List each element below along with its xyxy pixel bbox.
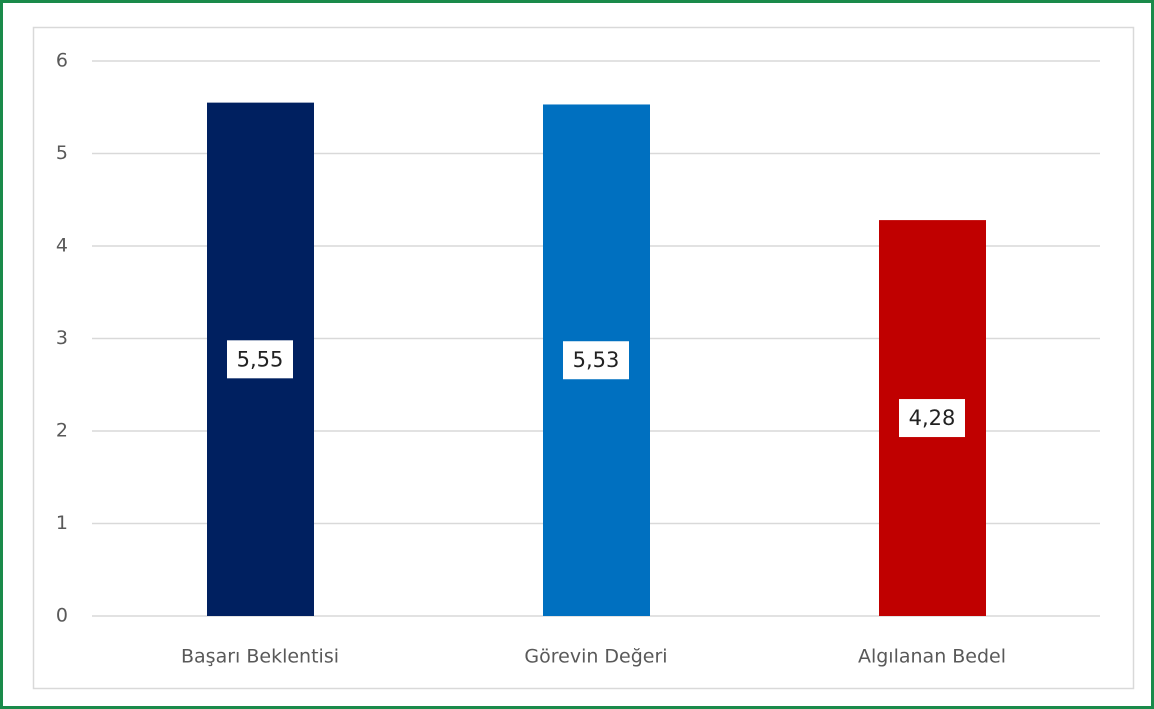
y-tick-label: 1 <box>56 512 68 534</box>
value-label-box <box>227 340 293 379</box>
y-tick-label: 2 <box>56 420 68 442</box>
value-label: 4,28 <box>909 406 956 430</box>
value-label: 5,53 <box>573 348 620 372</box>
x-tick-label: Görevin Değeri <box>524 646 667 668</box>
y-tick-label: 5 <box>56 142 68 164</box>
x-tick-label: Algılanan Bedel <box>858 646 1006 668</box>
value-label: 5,55 <box>237 347 284 371</box>
y-tick-label: 4 <box>56 235 68 257</box>
value-label-box <box>563 341 629 380</box>
y-tick-label: 0 <box>56 605 68 627</box>
value-label-box <box>899 399 965 438</box>
x-tick-label: Başarı Beklentisi <box>181 646 339 668</box>
y-tick-label: 6 <box>56 50 68 72</box>
y-tick-label: 3 <box>56 327 68 349</box>
